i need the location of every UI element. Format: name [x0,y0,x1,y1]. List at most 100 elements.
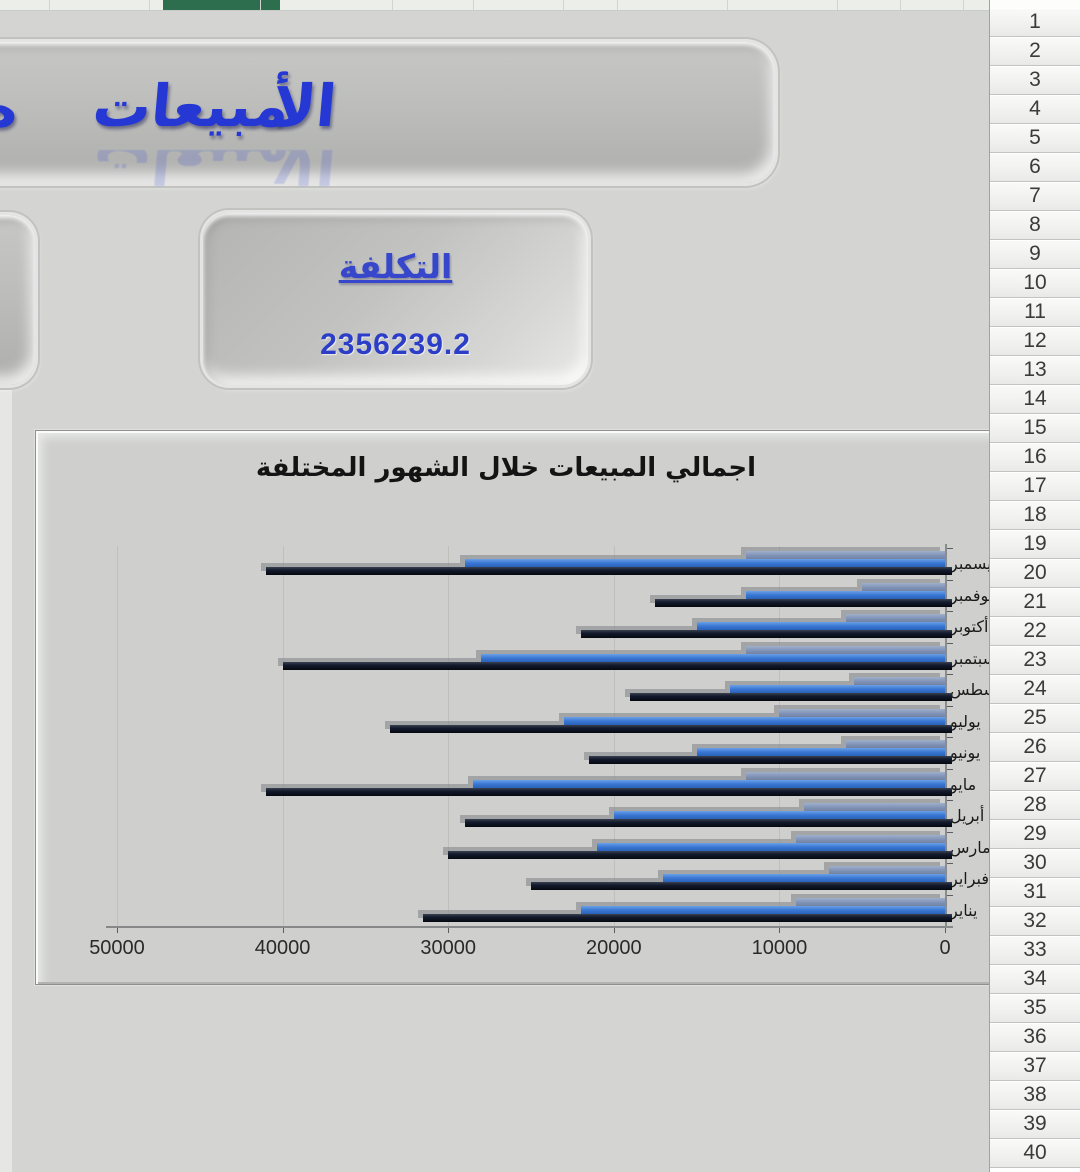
x-axis-tick-label[interactable]: 0 [939,937,951,959]
row-header-cell[interactable]: 4 [990,95,1080,124]
category-label[interactable]: أبريل [950,806,985,825]
category-label[interactable]: مايو [950,774,977,794]
row-header-cell[interactable]: 21 [990,588,1080,617]
bar-series-1-slate[interactable] [779,708,945,717]
x-axis-tick-label[interactable]: 40000 [254,937,311,959]
chart-frame[interactable]: اجمالي المبيعات خلال الشهور المختلفة 500… [35,430,990,985]
row-header-cell[interactable]: 1 [990,8,1080,37]
row-header-cell[interactable]: 9 [990,240,1080,269]
row-header-cell[interactable]: 10 [990,269,1080,298]
row-header-cell[interactable]: 25 [990,704,1080,733]
bar-series-1-slate[interactable] [862,582,945,591]
row-header-cell[interactable]: 8 [990,211,1080,240]
row-header-cell[interactable]: 18 [990,501,1080,530]
bar-series-2-blue[interactable] [696,622,945,630]
bar-series-2-blue[interactable] [746,590,945,599]
bar-series-3-black[interactable] [655,598,952,607]
row-header-cell[interactable]: 13 [990,356,1080,385]
bar-series-3-black[interactable] [531,882,952,890]
row-header-cell[interactable]: 22 [990,617,1080,646]
bar-series-3-black[interactable] [390,724,952,733]
row-header-cell[interactable]: 32 [990,907,1080,936]
bar-series-1-slate[interactable] [845,614,945,622]
category-label[interactable]: فبراير [950,869,990,888]
category-label[interactable]: سبتمبر [950,648,990,668]
bar-series-3-black[interactable] [630,693,952,701]
bar-series-2-blue[interactable] [729,685,945,693]
row-header-cell[interactable]: 40 [990,1139,1080,1168]
row-header-cell[interactable]: 38 [990,1081,1080,1110]
row-header-cell[interactable]: 16 [990,443,1080,472]
bar-series-2-blue[interactable] [464,559,945,567]
bar-series-2-blue[interactable] [663,874,945,882]
x-axis-tick-label[interactable]: 30000 [420,937,476,959]
category-label[interactable]: ديسمبر [950,554,990,573]
row-header-cell[interactable]: 3 [990,66,1080,95]
category-label[interactable]: أغسطس [950,680,990,699]
bar-series-3-black[interactable] [448,850,952,859]
wordart-title-word-1[interactable]: مبيعات [90,72,293,140]
bar-series-1-slate[interactable] [829,866,945,874]
cost-button-value[interactable]: 2356239.2 [320,328,471,361]
row-header-cell[interactable]: 2 [990,37,1080,66]
x-axis-tick-label[interactable]: 50000 [89,937,145,959]
bar-series-3-black[interactable] [266,567,952,575]
row-header-cell[interactable]: 20 [990,559,1080,588]
wordart-title-word-2[interactable]: الأ [270,72,340,140]
bar-series-1-slate[interactable] [853,677,945,685]
row-header-cell[interactable]: 19 [990,530,1080,559]
cost-button-label[interactable]: التكلفة [338,247,453,286]
row-header-cell[interactable]: 23 [990,646,1080,675]
bar-series-2-blue[interactable] [473,779,945,788]
category-label[interactable]: يوليو [950,711,981,731]
bar-series-2-blue[interactable] [564,716,945,725]
bar-series-1-slate[interactable] [804,803,945,811]
bar-series-3-black[interactable] [282,661,952,670]
bar-series-1-slate[interactable] [795,834,945,843]
category-label[interactable]: يونيو [950,743,981,762]
row-header-cell[interactable]: 37 [990,1052,1080,1081]
row-header-cell[interactable]: 7 [990,182,1080,211]
category-label[interactable]: نوفمبر [950,585,990,605]
row-header-cell[interactable]: 5 [990,124,1080,153]
row-header-column[interactable]: 1 2 3 4 5 6 7 8 9 10 11 12 13 14 15 16 17 18 19 20 21 22 23 24 2… [989,0,1080,1172]
bar-series-3-black[interactable] [266,787,952,796]
bar-series-1-slate[interactable] [845,740,945,748]
bar-series-1-slate[interactable] [795,897,945,906]
worksheet-area[interactable]: ه مبيعات الأ مبيعات الأ التكلفة 2356239.… [0,10,990,1172]
row-header-cell[interactable]: 26 [990,733,1080,762]
bar-series-3-black[interactable] [580,630,952,638]
chart-title[interactable]: اجمالي المبيعات خلال الشهور المختلفة [255,453,757,483]
row-header-cell[interactable]: 17 [990,472,1080,501]
row-header-cell[interactable]: 33 [990,936,1080,965]
bar-series-1-slate[interactable] [746,645,945,654]
row-header-cell[interactable]: 14 [990,385,1080,414]
row-header-cell[interactable]: 39 [990,1110,1080,1139]
row-header-cell[interactable]: 12 [990,327,1080,356]
row-header-cell[interactable]: 29 [990,820,1080,849]
row-header-cell[interactable]: 35 [990,994,1080,1023]
row-header-cell[interactable]: 34 [990,965,1080,994]
category-label[interactable]: يناير [950,900,978,920]
row-header-cell[interactable]: 31 [990,878,1080,907]
category-label[interactable]: مارس [950,837,990,857]
row-header-cell[interactable]: 6 [990,153,1080,182]
row-header-cell[interactable]: 15 [990,414,1080,443]
bar-series-1-slate[interactable] [746,551,945,559]
category-label[interactable]: أكتوبر [950,617,989,636]
bar-series-2-blue[interactable] [481,653,945,662]
cost-button[interactable] [203,213,588,385]
row-header-cell[interactable]: 24 [990,675,1080,704]
x-axis-tick-label[interactable]: 20000 [585,937,642,959]
row-header-cell[interactable]: 28 [990,791,1080,820]
row-header-cell[interactable]: 11 [990,298,1080,327]
bar-series-3-black[interactable] [464,819,952,827]
row-header-cell[interactable]: 27 [990,762,1080,791]
bar-series-3-black[interactable] [423,913,952,922]
bar-series-2-blue[interactable] [597,842,945,851]
left-partial-button[interactable] [0,215,35,385]
bar-series-2-blue[interactable] [580,905,945,914]
bar-series-1-slate[interactable] [746,771,945,780]
row-header-cell[interactable]: 30 [990,849,1080,878]
row-header-cell[interactable]: 36 [990,1023,1080,1052]
